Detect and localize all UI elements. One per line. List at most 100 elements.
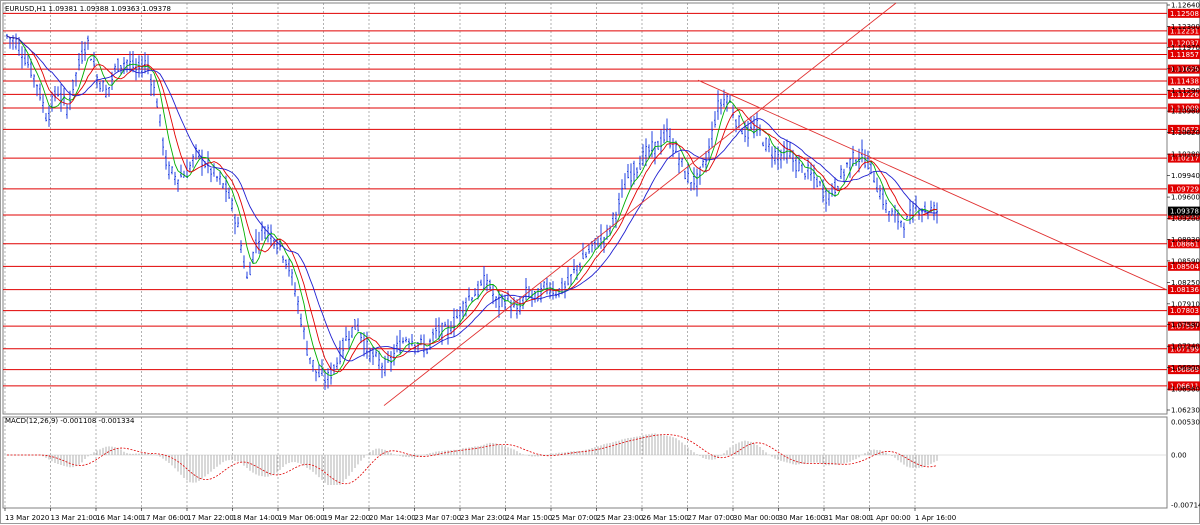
level-label: 1.07557 bbox=[1170, 323, 1199, 331]
level-label-bg bbox=[1168, 321, 1200, 331]
time-label: 18 Mar 14:00 bbox=[233, 514, 280, 522]
level-label-bg bbox=[1168, 306, 1200, 316]
price-tick-label: 1.11970 bbox=[1171, 44, 1200, 52]
time-label: 17 Mar 06:00 bbox=[142, 514, 189, 522]
trendlines bbox=[383, 2, 1168, 406]
time-label: 16 Mar 14:00 bbox=[96, 514, 143, 522]
price-tick-label: 1.07580 bbox=[1171, 321, 1200, 329]
level-label-bg bbox=[1168, 344, 1200, 354]
level-label-bg bbox=[1168, 381, 1200, 391]
price-tick-label: 1.06900 bbox=[1171, 364, 1200, 372]
level-label-bg bbox=[1168, 103, 1200, 113]
macd-tick-label: 0.00 bbox=[1171, 452, 1187, 460]
level-label-bg bbox=[1168, 26, 1200, 36]
price-tick-label: 1.07240 bbox=[1171, 343, 1200, 351]
price-tick-label: 1.06560 bbox=[1171, 386, 1200, 394]
price-tick-label: 1.09600 bbox=[1171, 194, 1200, 202]
level-label-bg bbox=[1168, 76, 1200, 86]
price-tick-label: 1.06230 bbox=[1171, 407, 1200, 415]
level-label-bg bbox=[1168, 124, 1200, 134]
level-label: 1.11009 bbox=[1170, 105, 1199, 113]
level-label: 1.12231 bbox=[1170, 27, 1199, 35]
chart-header: EURUSD,H1 1.09381 1.09388 1.09363 1.0937… bbox=[5, 5, 171, 13]
level-label: 1.07199 bbox=[1170, 345, 1199, 353]
time-label: 1 Apr 16:00 bbox=[915, 514, 956, 522]
level-label: 1.11226 bbox=[1170, 91, 1199, 99]
price-tick-label: 1.07910 bbox=[1171, 300, 1200, 308]
horizontal-levels bbox=[3, 12, 1167, 387]
price-tick-label: 1.12300 bbox=[1171, 23, 1200, 31]
price-tick-label: 1.11630 bbox=[1171, 65, 1200, 73]
macd-signal-line[interactable] bbox=[7, 434, 938, 485]
level-label: 1.08504 bbox=[1170, 263, 1199, 271]
level-label-bg bbox=[1168, 8, 1200, 18]
price-tick-label: 1.08590 bbox=[1171, 257, 1200, 265]
level-label: 1.07803 bbox=[1170, 307, 1199, 315]
level-label: 1.10217 bbox=[1170, 155, 1199, 163]
level-label: 1.09729 bbox=[1170, 185, 1199, 193]
price-tick-label: 1.12640 bbox=[1171, 2, 1200, 10]
grid-layer bbox=[2, 2, 1168, 509]
price-tick-label: 1.10620 bbox=[1171, 129, 1200, 137]
level-label: 1.06611 bbox=[1170, 382, 1199, 390]
ma-mid-line[interactable] bbox=[6, 35, 938, 373]
price-tick-label: 1.09940 bbox=[1171, 172, 1200, 180]
current-price-label: 1.09378 bbox=[1170, 208, 1199, 216]
price-tick-label: 1.11290 bbox=[1171, 87, 1200, 95]
level-label: 1.10672 bbox=[1170, 126, 1199, 134]
time-label: 13 Mar 21:00 bbox=[51, 514, 98, 522]
level-label-bg bbox=[1168, 49, 1200, 59]
level-label: 1.11438 bbox=[1170, 77, 1199, 85]
price-tick-label: 1.10280 bbox=[1171, 151, 1200, 159]
macd-header: MACD(12,26,9) -0.001108 -0.001334 bbox=[5, 417, 135, 425]
price-tick-label: 1.10960 bbox=[1171, 108, 1200, 116]
time-label: 30 Mar 16:00 bbox=[779, 514, 826, 522]
time-label: 20 Mar 14:00 bbox=[369, 514, 416, 522]
time-label: 25 Mar 23:00 bbox=[597, 514, 644, 522]
current-price-bg bbox=[1168, 206, 1200, 216]
time-label: 19 Mar 06:00 bbox=[278, 514, 325, 522]
level-label-bg bbox=[1168, 285, 1200, 295]
level-label: 1.12037 bbox=[1170, 40, 1199, 48]
macd-tick-label: 0.005305 bbox=[1171, 419, 1200, 427]
time-label: 30 Mar 00:00 bbox=[733, 514, 780, 522]
level-label-bg bbox=[1168, 261, 1200, 271]
price-tick-label: 1.09260 bbox=[1171, 215, 1200, 223]
level-label: 1.11625 bbox=[1170, 66, 1199, 74]
price-axis: 1.12508 1.12231 1.12037 1.11857 1.11625 1.114… bbox=[1167, 2, 1200, 510]
trendline-up[interactable] bbox=[383, 2, 897, 406]
time-label: 27 Mar 07:00 bbox=[688, 514, 735, 522]
time-label: 26 Mar 15:00 bbox=[642, 514, 689, 522]
trendline-down[interactable] bbox=[697, 79, 1168, 291]
ma-fast-line[interactable] bbox=[6, 35, 938, 377]
time-label: 23 Mar 23:00 bbox=[460, 514, 507, 522]
macd-tick-label: -0.007148 bbox=[1171, 502, 1200, 510]
level-label: 1.08861 bbox=[1170, 240, 1199, 248]
level-label: 1.06869 bbox=[1170, 366, 1199, 374]
time-label: 31 Mar 08:00 bbox=[824, 514, 871, 522]
level-label: 1.11857 bbox=[1170, 51, 1199, 59]
level-label: 1.12508 bbox=[1170, 10, 1199, 18]
time-label: 13 Mar 2020 bbox=[5, 514, 49, 522]
level-label-bg bbox=[1168, 365, 1200, 375]
main-plot-frame bbox=[2, 2, 1168, 415]
level-label-bg bbox=[1168, 38, 1200, 48]
price-tick-label: 1.08250 bbox=[1171, 279, 1200, 287]
price-tick-label: 1.08930 bbox=[1171, 236, 1200, 244]
level-label-bg bbox=[1168, 184, 1200, 194]
level-label-bg bbox=[1168, 89, 1200, 99]
time-label: 24 Mar 15:00 bbox=[506, 514, 553, 522]
moving-averages bbox=[6, 35, 938, 377]
macd-panel bbox=[3, 433, 1167, 485]
level-label: 1.08136 bbox=[1170, 286, 1199, 294]
level-label-bg bbox=[1168, 239, 1200, 249]
level-label-bg bbox=[1168, 153, 1200, 163]
time-label: 1 Apr 00:00 bbox=[870, 514, 911, 522]
ma-slow-line[interactable] bbox=[6, 35, 938, 362]
time-label: 25 Mar 07:00 bbox=[551, 514, 598, 522]
time-label: 17 Mar 22:00 bbox=[187, 514, 234, 522]
level-label-bg bbox=[1168, 64, 1200, 74]
